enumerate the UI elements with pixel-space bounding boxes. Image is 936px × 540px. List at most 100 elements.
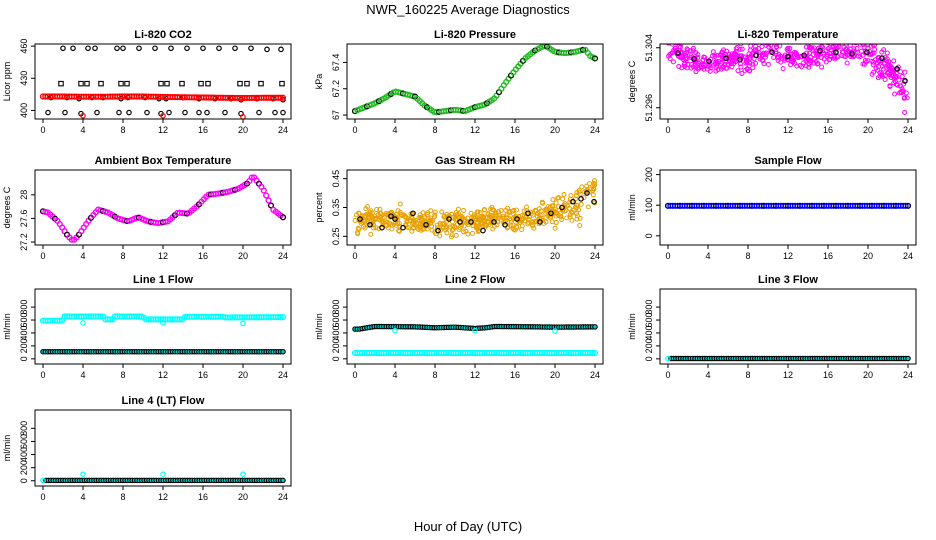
panel-5: Gas Stream RH percent 0 4 8 12 16 20 24 0.25 0.35 0… xyxy=(314,155,604,261)
data-point xyxy=(677,44,683,50)
data-point xyxy=(724,48,730,54)
series-line-flow xyxy=(352,323,598,332)
data-point xyxy=(434,225,440,231)
x-tick-label: 24 xyxy=(590,370,600,380)
data-point xyxy=(756,50,762,56)
panel-ylabel: percent xyxy=(314,192,324,223)
data-point xyxy=(528,209,534,215)
data-point xyxy=(584,190,590,196)
data-point xyxy=(891,58,897,64)
x-tick-label: 24 xyxy=(278,492,288,502)
data-point xyxy=(469,230,475,236)
data-point xyxy=(368,208,374,214)
data-point xyxy=(827,56,833,62)
data-point xyxy=(870,29,874,33)
data-point xyxy=(592,55,598,62)
x-tick-label: 8 xyxy=(120,492,125,502)
data-point xyxy=(678,53,684,59)
data-point xyxy=(411,225,417,231)
data-point xyxy=(526,217,532,223)
data-point xyxy=(849,50,855,57)
data-point xyxy=(690,55,696,61)
y-tick-label: 200 xyxy=(644,167,654,182)
data-point xyxy=(198,80,204,87)
data-point xyxy=(902,77,908,84)
data-point xyxy=(559,217,565,223)
data-point xyxy=(729,58,735,64)
data-point xyxy=(577,223,583,229)
data-point xyxy=(839,44,845,47)
x-tick-label: 0 xyxy=(40,125,45,135)
data-point xyxy=(584,183,590,189)
data-point xyxy=(426,218,432,224)
x-tick-label: 20 xyxy=(238,251,248,261)
data-point xyxy=(280,477,286,484)
data-point xyxy=(475,209,481,215)
x-tick-label: 16 xyxy=(198,492,208,502)
x-tick-label: 16 xyxy=(198,370,208,380)
data-point xyxy=(753,47,759,53)
y-tick-label: 0 xyxy=(19,356,29,361)
data-point xyxy=(258,80,264,87)
x-tick-label: 0 xyxy=(352,125,357,135)
x-tick-label: 0 xyxy=(352,251,357,261)
data-point xyxy=(533,208,539,214)
data-point xyxy=(485,220,491,226)
data-point xyxy=(78,80,84,87)
data-point xyxy=(373,225,379,231)
x-tick-label: 8 xyxy=(745,251,750,261)
series-standard-flow xyxy=(40,348,286,355)
panel-title: Gas Stream RH xyxy=(435,155,515,167)
x-tick-label: 8 xyxy=(120,125,125,135)
data-point xyxy=(782,57,788,63)
data-point xyxy=(759,52,765,58)
data-point xyxy=(124,80,130,87)
x-tick-label: 8 xyxy=(432,251,437,261)
data-point xyxy=(511,207,517,213)
panel-ylabel: Licor ppm xyxy=(2,62,12,102)
x-tick-label: 24 xyxy=(903,370,913,380)
x-tick-label: 20 xyxy=(863,370,873,380)
data-point xyxy=(587,181,593,187)
x-tick-label: 20 xyxy=(550,370,560,380)
data-point xyxy=(489,215,495,221)
figure-xlabel: Hour of Day (UTC) xyxy=(414,519,522,534)
data-point xyxy=(352,217,358,223)
data-point xyxy=(871,69,877,75)
y-tick-label: 67.2 xyxy=(331,80,341,98)
data-point xyxy=(417,212,423,218)
data-point xyxy=(468,219,474,225)
panel-data xyxy=(39,45,287,119)
data-point xyxy=(774,44,780,50)
data-point xyxy=(280,214,286,221)
data-point xyxy=(550,197,556,203)
data-point xyxy=(277,314,284,321)
data-point xyxy=(567,214,573,220)
data-point xyxy=(456,211,462,217)
data-point xyxy=(847,44,853,48)
data-point xyxy=(449,211,455,217)
y-tick-label: 400 xyxy=(19,103,29,118)
series-line-flow xyxy=(39,313,287,324)
data-point xyxy=(244,80,250,87)
data-point xyxy=(697,59,703,65)
data-point xyxy=(813,50,819,56)
data-point xyxy=(766,44,772,46)
data-point xyxy=(894,65,900,72)
data-point xyxy=(184,45,190,52)
data-point xyxy=(240,471,246,478)
data-point xyxy=(809,45,815,51)
data-point xyxy=(162,218,169,225)
data-point xyxy=(392,216,398,222)
y-tick-label: 800 xyxy=(331,300,341,315)
data-point xyxy=(573,205,579,211)
x-tick-label: 8 xyxy=(120,251,125,261)
data-point xyxy=(834,54,840,60)
data-point xyxy=(118,80,124,87)
panel-ylabel: ml/min xyxy=(627,194,637,221)
data-point xyxy=(871,50,877,56)
series-pressure xyxy=(351,44,599,116)
panel-data xyxy=(666,29,910,115)
data-point xyxy=(570,198,576,205)
x-tick-label: 12 xyxy=(158,492,168,502)
